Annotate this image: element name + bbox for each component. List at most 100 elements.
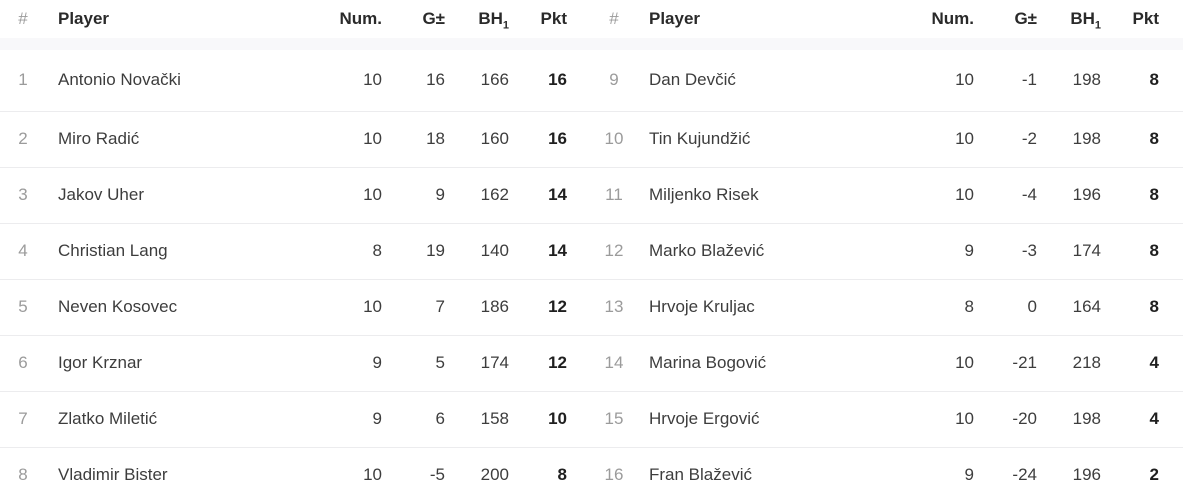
table-header: # Player Num. G± BH1 Pkt [591,0,1183,45]
buchholz-cell: 198 [1037,390,1101,447]
buchholz-label: BH [478,9,503,28]
player-name: Dan Devčić [637,38,902,111]
games-played-cell: 9 [902,446,974,500]
buchholz-cell: 140 [445,222,509,279]
games-played-cell: 10 [902,38,974,111]
table-row: 6 Igor Krznar 9 5 174 12 [0,334,591,391]
games-played-cell: 9 [310,334,382,391]
games-played-cell: 10 [310,166,382,223]
goal-diff-cell: 7 [382,278,445,335]
player-name: Marina Bogović [637,334,902,391]
col-header-player: Player [637,0,902,45]
goal-diff-cell: -4 [974,166,1037,223]
col-header-goal-diff: G± [382,0,445,45]
rank-cell: 16 [591,446,637,500]
points-cell: 14 [509,166,591,223]
buchholz-cell: 186 [445,278,509,335]
games-played-cell: 10 [902,166,974,223]
player-name: Miro Radić [46,110,310,167]
rank-cell: 15 [591,390,637,447]
player-name: Marko Blažević [637,222,902,279]
games-played-cell: 10 [310,446,382,500]
table-header: # Player Num. G± BH1 Pkt [0,0,591,45]
table-row: 12 Marko Blažević 9 -3 174 8 [591,222,1183,279]
points-cell: 8 [1101,222,1183,279]
col-header-buchholz: BH1 [445,0,509,45]
points-cell: 8 [1101,110,1183,167]
games-played-cell: 10 [902,110,974,167]
col-header-player: Player [46,0,310,45]
col-header-games: Num. [310,0,382,45]
table-row: 13 Hrvoje Kruljac 8 0 164 8 [591,278,1183,335]
buchholz-cell: 160 [445,110,509,167]
points-cell: 10 [509,390,591,447]
player-name: Zlatko Miletić [46,390,310,447]
rank-cell: 12 [591,222,637,279]
table-row: 10 Tin Kujundžić 10 -2 198 8 [591,110,1183,167]
standings-table: # Player Num. G± BH1 Pkt 9 Dan Devčić 10… [591,0,1183,500]
points-cell: 12 [509,334,591,391]
col-header-points: Pkt [1101,0,1183,45]
goal-diff-cell: 5 [382,334,445,391]
rank-cell: 4 [0,222,46,279]
player-name: Miljenko Risek [637,166,902,223]
standings-table-right: # Player Num. G± BH1 Pkt 9 Dan Devčić 10… [591,0,1183,500]
table-row: 9 Dan Devčić 10 -1 198 8 [591,38,1183,111]
buchholz-cell: 196 [1037,166,1101,223]
col-header-games: Num. [902,0,974,45]
rank-cell: 13 [591,278,637,335]
rank-cell: 1 [0,38,46,111]
buchholz-cell: 196 [1037,446,1101,500]
goal-diff-cell: 0 [974,278,1037,335]
rank-cell: 11 [591,166,637,223]
col-header-goal-diff: G± [974,0,1037,45]
player-name: Christian Lang [46,222,310,279]
rank-cell: 10 [591,110,637,167]
points-cell: 8 [1101,38,1183,111]
goal-diff-cell: -20 [974,390,1037,447]
col-header-buchholz: BH1 [1037,0,1101,45]
goal-diff-cell: 19 [382,222,445,279]
player-name: Vladimir Bister [46,446,310,500]
table-row: 3 Jakov Uher 10 9 162 14 [0,166,591,223]
games-played-cell: 10 [310,110,382,167]
buchholz-cell: 198 [1037,38,1101,111]
buchholz-label: BH [1070,9,1095,28]
buchholz-cell: 174 [445,334,509,391]
games-played-cell: 10 [902,334,974,391]
buchholz-cell: 200 [445,446,509,500]
buchholz-subscript: 1 [1094,19,1101,32]
games-played-cell: 10 [902,390,974,447]
goal-diff-cell: -21 [974,334,1037,391]
table-row: 14 Marina Bogović 10 -21 218 4 [591,334,1183,391]
table-row: 15 Hrvoje Ergović 10 -20 198 4 [591,390,1183,447]
player-name: Hrvoje Ergović [637,390,902,447]
games-played-cell: 8 [902,278,974,335]
goal-diff-cell: 16 [382,38,445,111]
goal-diff-cell: -3 [974,222,1037,279]
points-cell: 16 [509,38,591,111]
rank-cell: 2 [0,110,46,167]
goal-diff-cell: -2 [974,110,1037,167]
table-row: 7 Zlatko Miletić 9 6 158 10 [0,390,591,447]
games-played-cell: 10 [310,278,382,335]
table-body: 9 Dan Devčić 10 -1 198 8 10 Tin Kujundži… [591,38,1183,500]
rank-cell: 3 [0,166,46,223]
games-played-cell: 9 [902,222,974,279]
buchholz-cell: 164 [1037,278,1101,335]
rank-cell: 5 [0,278,46,335]
rank-cell: 14 [591,334,637,391]
buchholz-cell: 218 [1037,334,1101,391]
col-header-points: Pkt [509,0,591,45]
rank-cell: 9 [591,38,637,111]
header-row: # Player Num. G± BH1 Pkt [0,0,591,45]
points-cell: 2 [1101,446,1183,500]
table-row: 2 Miro Radić 10 18 160 16 [0,110,591,167]
points-cell: 8 [509,446,591,500]
points-cell: 14 [509,222,591,279]
rank-cell: 7 [0,390,46,447]
goal-diff-cell: 18 [382,110,445,167]
player-name: Jakov Uher [46,166,310,223]
buchholz-cell: 166 [445,38,509,111]
